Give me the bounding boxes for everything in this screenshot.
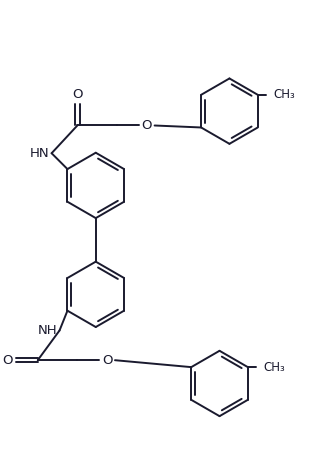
- Text: O: O: [2, 354, 12, 367]
- Text: HN: HN: [30, 147, 50, 160]
- Text: CH₃: CH₃: [264, 361, 285, 374]
- Text: NH: NH: [38, 324, 58, 337]
- Text: O: O: [102, 354, 112, 367]
- Text: CH₃: CH₃: [274, 88, 295, 101]
- Text: O: O: [72, 88, 82, 101]
- Text: O: O: [142, 119, 152, 132]
